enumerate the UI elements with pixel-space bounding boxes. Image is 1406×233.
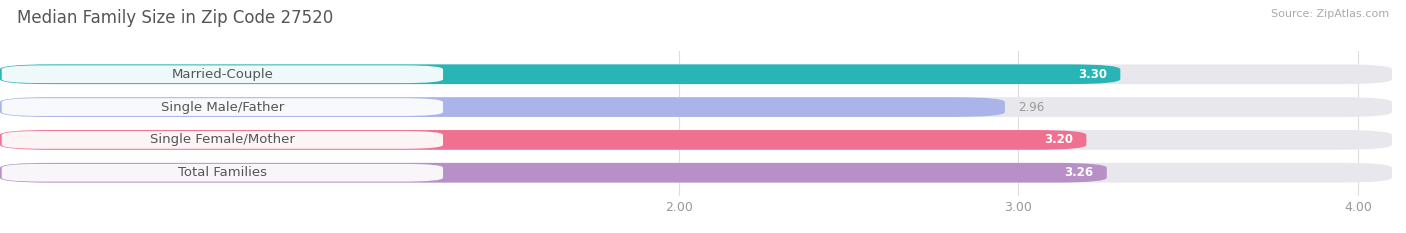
FancyBboxPatch shape xyxy=(1,131,443,149)
Text: Median Family Size in Zip Code 27520: Median Family Size in Zip Code 27520 xyxy=(17,9,333,27)
Text: 3.30: 3.30 xyxy=(1078,68,1107,81)
Text: Married-Couple: Married-Couple xyxy=(172,68,273,81)
Text: Total Families: Total Families xyxy=(179,166,267,179)
FancyBboxPatch shape xyxy=(0,130,1087,150)
FancyBboxPatch shape xyxy=(0,163,1107,183)
FancyBboxPatch shape xyxy=(0,64,1392,84)
Text: 2.96: 2.96 xyxy=(1018,101,1045,113)
FancyBboxPatch shape xyxy=(1,65,443,83)
FancyBboxPatch shape xyxy=(1,164,443,182)
FancyBboxPatch shape xyxy=(0,97,1392,117)
FancyBboxPatch shape xyxy=(0,64,1121,84)
FancyBboxPatch shape xyxy=(1,98,443,116)
Text: Single Male/Father: Single Male/Father xyxy=(160,101,284,113)
Text: 3.20: 3.20 xyxy=(1043,134,1073,146)
FancyBboxPatch shape xyxy=(0,163,1392,183)
Text: Single Female/Mother: Single Female/Mother xyxy=(150,134,295,146)
Text: Source: ZipAtlas.com: Source: ZipAtlas.com xyxy=(1271,9,1389,19)
Text: 3.26: 3.26 xyxy=(1064,166,1094,179)
FancyBboxPatch shape xyxy=(0,97,1005,117)
FancyBboxPatch shape xyxy=(0,130,1392,150)
